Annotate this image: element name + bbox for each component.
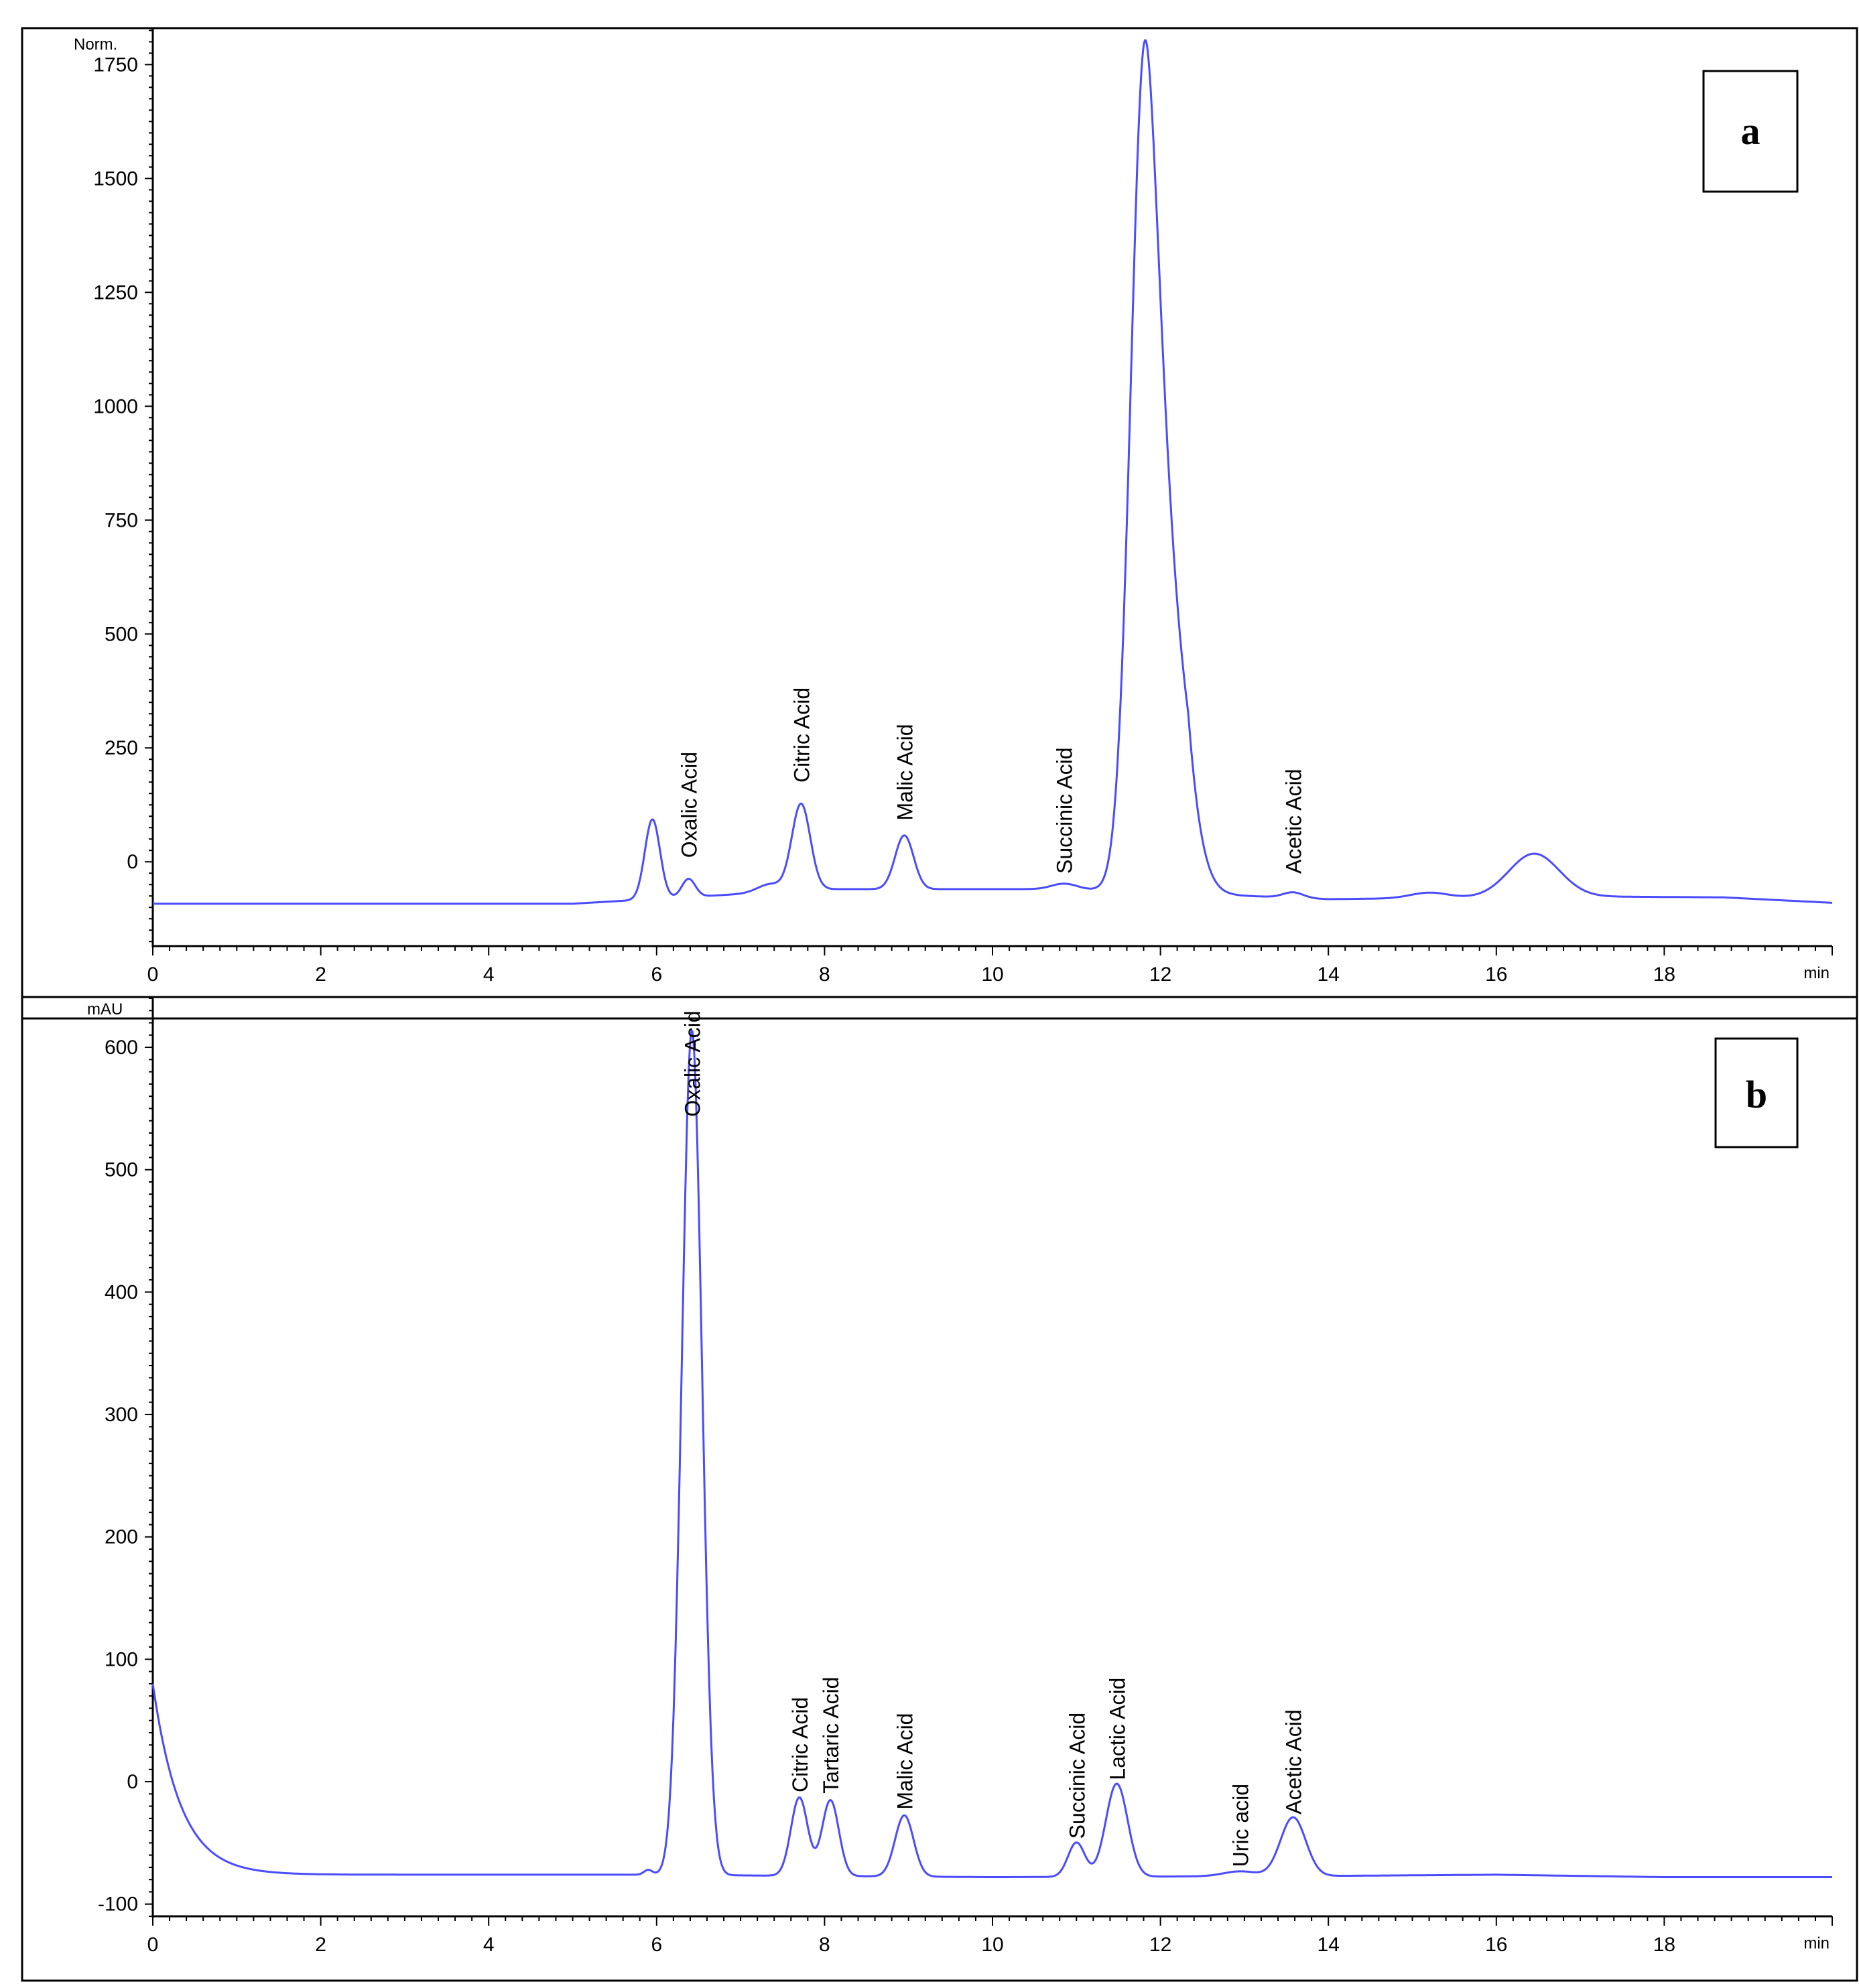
y-tick-label: 750 <box>105 509 138 531</box>
y-tick-label: 400 <box>105 1281 138 1303</box>
x-tick-label: 4 <box>483 1934 495 1956</box>
y-axis-label: Norm. <box>74 36 117 54</box>
peak-label: Citric Acid <box>788 1697 812 1792</box>
y-tick-label: 250 <box>105 737 138 759</box>
x-tick-label: 2 <box>315 1934 326 1956</box>
y-tick-label: 1000 <box>93 395 138 417</box>
panel-frame <box>21 27 1858 1020</box>
x-tick-label: 14 <box>1318 1934 1340 1956</box>
peak-label: Tartaric Acid <box>819 1677 843 1794</box>
x-tick-label: 4 <box>483 964 495 986</box>
x-tick-label: 8 <box>819 964 830 986</box>
peak-label: Oxalic Acid <box>677 752 701 858</box>
chart-panel-a: 0 250 500 750 1000 1250 1500 1750 0 2 4 6 8 10 12 14 16 1… <box>21 27 1858 1020</box>
x-tick-label: 16 <box>1485 1934 1507 1956</box>
x-tick-label: 18 <box>1653 1934 1675 1956</box>
x-tick-label: 10 <box>981 1934 1003 1956</box>
x-tick-label: 12 <box>1149 1934 1171 1956</box>
y-tick-label: 500 <box>105 623 138 645</box>
peak-label: Oxalic Acid <box>680 1010 704 1116</box>
x-tick-label: 0 <box>147 964 159 986</box>
peak-label: Acetic Acid <box>1282 769 1306 874</box>
chart-panel-b: -100 0 100 200 300 400 500 600 0 2 4 6 8 10 12 14 16 18 mi… <box>21 996 1858 1982</box>
x-tick-label: 8 <box>819 1934 830 1956</box>
panel-label-box <box>1714 1037 1799 1148</box>
x-tick-label: 10 <box>981 964 1003 986</box>
y-tick-label: 600 <box>105 1037 138 1059</box>
x-tick-label: 6 <box>651 1934 662 1956</box>
peak-label: Succinic Acid <box>1065 1713 1089 1839</box>
y-tick-label: 1250 <box>93 281 138 304</box>
peak-label: Acetic Acid <box>1282 1709 1306 1814</box>
y-tick-label: -100 <box>98 1894 138 1916</box>
panel-frame <box>21 996 1858 1982</box>
x-tick-label: 12 <box>1149 964 1171 986</box>
x-tick-label: 0 <box>147 1934 159 1956</box>
y-tick-label: 100 <box>105 1648 138 1670</box>
y-tick-label: 300 <box>105 1404 138 1426</box>
chromatogram-trace <box>151 1030 1833 1878</box>
x-tick-label: 2 <box>315 964 326 986</box>
y-tick-label: 200 <box>105 1526 138 1548</box>
panel-label-box <box>1702 70 1799 193</box>
y-tick-label: 0 <box>127 1771 138 1793</box>
panel-label: b <box>1746 1073 1767 1116</box>
peak-label: Malic Acid <box>893 724 917 820</box>
x-unit-label: min <box>1803 1934 1830 1952</box>
y-tick-label: 1500 <box>93 168 138 190</box>
x-tick-label: 6 <box>651 964 662 986</box>
peak-label: Uric acid <box>1229 1784 1253 1867</box>
peak-label: Citric Acid <box>789 687 814 783</box>
x-tick-label: 14 <box>1318 964 1340 986</box>
panel-label: a <box>1741 109 1760 153</box>
x-unit-label: min <box>1803 964 1830 982</box>
peak-label: Lactic Acid <box>1105 1678 1129 1780</box>
chromatogram-trace <box>152 39 1833 905</box>
y-tick-label: 0 <box>127 851 138 873</box>
peak-label: Malic Acid <box>893 1713 917 1810</box>
x-tick-label: 18 <box>1653 964 1675 986</box>
x-tick-label: 16 <box>1485 964 1507 986</box>
y-tick-label: 1750 <box>93 54 138 76</box>
y-axis-label: mAU <box>87 1000 123 1018</box>
y-tick-label: 500 <box>105 1159 138 1181</box>
peak-label: Succinic Acid <box>1053 747 1077 874</box>
